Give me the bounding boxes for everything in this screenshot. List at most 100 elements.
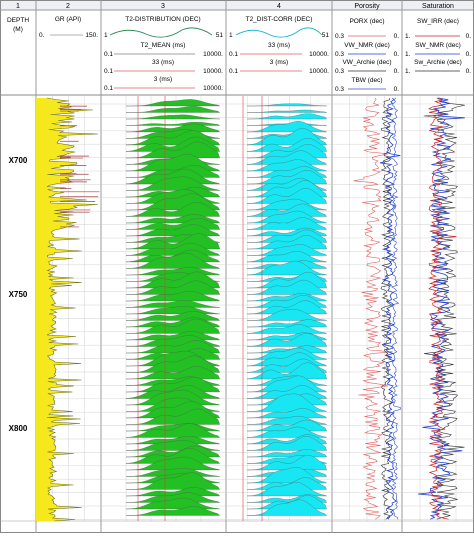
- tbw-scale-min: 0.3: [335, 86, 344, 93]
- t2-distribution-lobe: [126, 506, 221, 516]
- t2-dist-scale-min: 1: [104, 32, 108, 39]
- t2-distribution-lobe: [126, 114, 220, 120]
- t2-mean-scale-min: 0.1: [104, 51, 113, 58]
- t2-distribution-lobe: [125, 389, 220, 406]
- t2-distribution-lobe: [126, 280, 220, 295]
- t2-mean-scale-max: 10000.: [203, 51, 223, 58]
- porx-curve: [353, 97, 393, 520]
- t2-dist-scale-max: 51: [216, 32, 224, 39]
- t2-dist-corr-lobe: [247, 244, 328, 256]
- t2-distribution-lobe: [125, 497, 220, 510]
- sw-nmr-curve: [418, 97, 465, 520]
- t2-distribution-lobe: [126, 318, 220, 334]
- t2-cutoff-33-name: 33 (ms): [152, 59, 174, 66]
- sw-irr-curve: [427, 97, 457, 520]
- track-1-number: 1: [16, 3, 20, 10]
- t2-dist-corr-lobe: [247, 362, 327, 380]
- t2-distribution-lobe: [126, 106, 221, 113]
- t2-distribution-lobe: [125, 492, 220, 503]
- t2-cutoff-3-name: 3 (ms): [154, 76, 172, 83]
- t2-distribution-lobe: [125, 423, 221, 438]
- t2-corr-curve-name: T2_DIST-CORR (DEC): [246, 16, 313, 23]
- t2-dist-corr-lobe: [247, 109, 327, 113]
- gr-scale-min: 0.: [39, 32, 45, 39]
- t2-dist-corr-lobe: [247, 235, 327, 250]
- t2-dist-corr-lobe: [247, 260, 327, 276]
- sw-archie-scale-min: 1.: [405, 68, 411, 75]
- t2-dist-corr-lobe: [247, 408, 328, 419]
- track-3-number: 3: [161, 3, 165, 10]
- t2-distribution-lobe: [126, 472, 221, 490]
- porx-curve-name: PORX (dec): [349, 18, 384, 25]
- sw-nmr-scale-max: 0.: [466, 51, 472, 58]
- t2-distribution-lobe: [126, 456, 220, 471]
- t2-dist-corr-lobe: [247, 217, 328, 230]
- t2-corr-cutoff-33-scale-min: 0.1: [229, 51, 238, 58]
- saturation-track: [418, 97, 465, 520]
- sw-irr-scale-max: 0.: [466, 33, 472, 40]
- t2-dist-corr-lobe: [247, 188, 327, 204]
- t2-dist-corr-lobe: [247, 319, 327, 328]
- porosity-track: [353, 97, 401, 520]
- sw-nmr-curve-name: SW_NMR (dec): [415, 42, 461, 49]
- t2-mean-curve-name: T2_MEAN (ms): [141, 42, 186, 49]
- t2-corr-legend-swatch: [235, 27, 323, 38]
- vw-nmr-curve: [379, 97, 401, 520]
- tbw-scale-max: 0.: [394, 86, 400, 93]
- t2-dist-corr-lobe: [247, 455, 327, 471]
- t2-corr-cutoff-3-scale-max: 10000.: [309, 68, 329, 75]
- tbw-curve-name: TBW (dec): [351, 77, 382, 84]
- t2-cutoff-33-scale-max: 10000.: [203, 68, 223, 75]
- porx-scale-min: 0.3: [335, 33, 344, 40]
- t2-distribution-lobe: [125, 202, 220, 217]
- t2-corr-cutoff-33-scale-max: 10000.: [309, 51, 329, 58]
- t2-distribution-lobe: [126, 366, 220, 380]
- t2-distribution-lobe: [125, 300, 220, 308]
- depth-label-x750: X750: [9, 290, 28, 299]
- depth-label-x700: X700: [9, 156, 28, 165]
- vw-archie-curve-name: VW_Archie (dec): [342, 59, 391, 66]
- tbw-curve: [388, 97, 401, 520]
- t2-dist-corr-lobe: [247, 113, 328, 120]
- t2-distribution-lobe: [125, 168, 220, 185]
- sw-archie-scale-max: 0.: [466, 68, 472, 75]
- t2-corr-scale-min: 1: [229, 32, 233, 39]
- track-2-number: 2: [66, 3, 70, 10]
- t2-dist-corr-lobe: [247, 279, 327, 295]
- gr-shale-fill: [36, 98, 98, 521]
- t2-dist-corr-lobe: [247, 449, 327, 458]
- gr-scale-max: 150.: [85, 32, 98, 39]
- t2-distribution-lobe: [126, 291, 221, 302]
- t2-corr-cutoff-33-name: 33 (ms): [268, 42, 290, 49]
- t2-distribution-lobe: [126, 141, 220, 159]
- vw-archie-scale-max: 0.: [394, 68, 400, 75]
- gr-track: [36, 97, 100, 522]
- t2-dist-corr-lobe: [247, 150, 328, 165]
- t2-distribution-lobe: [125, 448, 221, 464]
- t2-corr-cutoff-3-name: 3 (ms): [270, 59, 288, 66]
- gr-curve-name: GR (API): [55, 16, 81, 23]
- t2-dist-corr-lobe: [247, 103, 327, 107]
- vw-nmr-scale-min: 0.3: [335, 51, 344, 58]
- depth-unit-label: (M): [13, 26, 23, 33]
- vw-archie-scale-min: 0.3: [335, 68, 344, 75]
- t2-dist-corr-lobe: [247, 309, 327, 321]
- vw-nmr-scale-max: 0.: [394, 51, 400, 58]
- t2-dist-corr-lobe: [247, 300, 327, 315]
- t2-dist-corr-lobe: [247, 499, 328, 516]
- depth-header-label: DEPTH: [7, 17, 29, 24]
- t2-corr-scale-max: 51: [322, 32, 330, 39]
- sw-nmr-scale-min: 1.: [405, 51, 411, 58]
- t2-corr-cutoff-3-scale-min: 0.1: [229, 68, 238, 75]
- porosity-track-title: Porosity: [354, 3, 380, 10]
- t2-distribution-track: [125, 96, 221, 521]
- t2-cutoff-3-scale-max: 10000.: [203, 85, 223, 92]
- t2-distribution-lobe: [125, 436, 220, 445]
- t2-dist-corr-lobe: [247, 482, 327, 497]
- t2-cutoff-33-scale-min: 0.1: [104, 68, 113, 75]
- sw-archie-curve-name: Sw_Archie (dec): [414, 59, 462, 66]
